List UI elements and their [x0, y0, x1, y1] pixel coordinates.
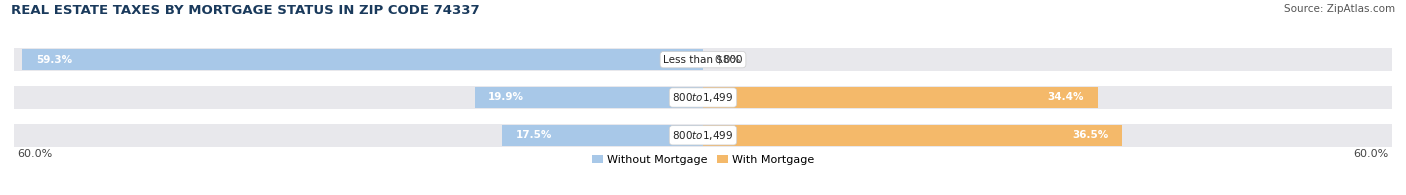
Bar [703, 87, 1098, 108]
Bar [22, 50, 703, 70]
Text: 36.5%: 36.5% [1073, 130, 1108, 140]
Text: 60.0%: 60.0% [1353, 149, 1389, 159]
Bar [14, 48, 1392, 71]
Bar [14, 124, 1392, 147]
Text: Source: ZipAtlas.com: Source: ZipAtlas.com [1284, 4, 1395, 14]
Text: $800 to $1,499: $800 to $1,499 [672, 91, 734, 104]
Text: 34.4%: 34.4% [1047, 92, 1084, 103]
Bar [14, 86, 1392, 109]
Text: REAL ESTATE TAXES BY MORTGAGE STATUS IN ZIP CODE 74337: REAL ESTATE TAXES BY MORTGAGE STATUS IN … [11, 4, 479, 17]
Text: 59.3%: 59.3% [37, 55, 72, 65]
Text: $800 to $1,499: $800 to $1,499 [672, 129, 734, 142]
Bar [475, 87, 703, 108]
Text: 19.9%: 19.9% [488, 92, 524, 103]
Text: 17.5%: 17.5% [516, 130, 553, 140]
Text: 60.0%: 60.0% [17, 149, 53, 159]
Text: 0.0%: 0.0% [714, 55, 741, 65]
Bar [502, 125, 703, 145]
Legend: Without Mortgage, With Mortgage: Without Mortgage, With Mortgage [588, 150, 818, 169]
Bar [703, 125, 1122, 145]
Text: Less than $800: Less than $800 [664, 55, 742, 65]
